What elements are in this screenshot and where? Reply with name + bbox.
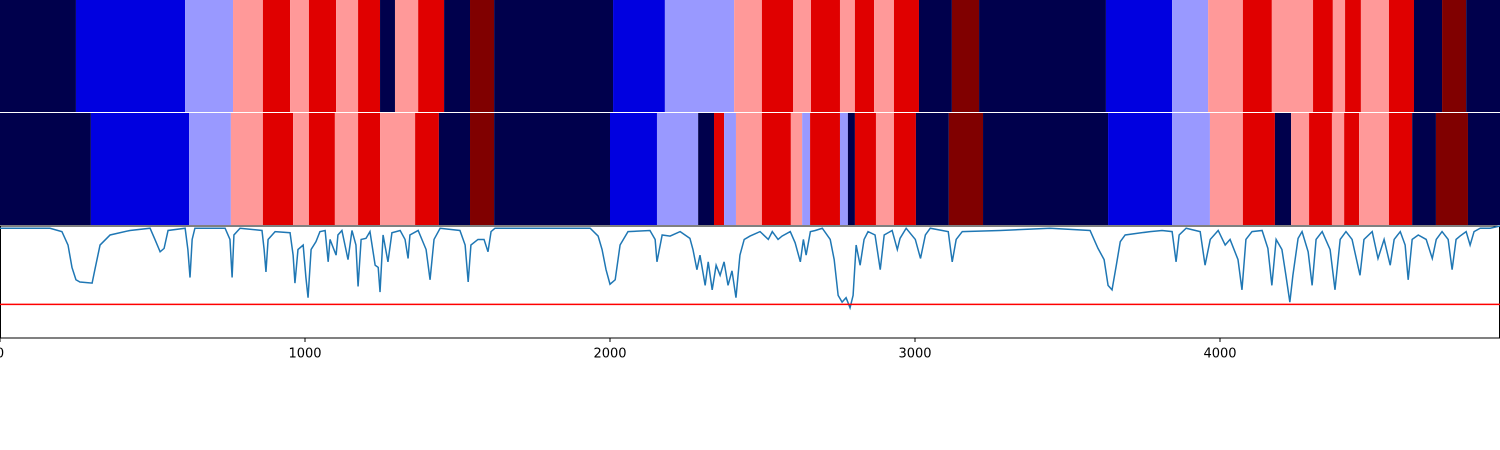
segment [233,0,263,112]
segment [1435,113,1468,225]
segment [735,113,762,225]
segment [438,113,471,225]
segment [854,113,876,225]
segment [1105,0,1173,112]
line-panel [0,225,1500,339]
segment [802,113,811,225]
segment [951,0,980,112]
segment [0,113,91,225]
segment [656,113,699,225]
segment [1172,0,1209,112]
segment [793,0,812,112]
segment [915,113,949,225]
segment [75,0,186,112]
segment [185,0,234,112]
segment [336,0,359,112]
segment [470,0,495,112]
segment [1359,113,1389,225]
segment [893,0,919,112]
segment [394,0,419,112]
segment [761,113,791,225]
segment [1466,0,1500,112]
segment [1172,113,1210,225]
segment [1442,0,1467,112]
x-tick-label: 1000 [288,347,321,362]
segment [1242,113,1275,225]
segment [358,0,381,112]
segment [918,0,952,112]
segment [334,113,359,225]
segment [1360,0,1389,112]
segment [1345,0,1361,112]
segment [1309,113,1332,225]
segment [1388,113,1413,225]
segment [714,113,725,225]
segment [262,0,291,112]
x-tick-label: 0 [0,347,4,362]
segment [470,113,495,225]
segment [1467,113,1500,225]
segment [494,113,611,225]
segment [1274,113,1292,225]
segment [1108,113,1173,225]
segment [1291,113,1310,225]
segment [724,113,736,225]
segment [1271,0,1314,112]
x-tick-label: 2000 [593,347,626,362]
segment [418,0,445,112]
segment [293,113,309,225]
segment [664,0,735,112]
segment [854,0,875,112]
segment [761,0,794,112]
segment [811,0,840,112]
segment [1332,0,1346,112]
segment [698,113,715,225]
segment [847,113,855,225]
segment [810,113,840,225]
segment [610,113,657,225]
segment [839,0,855,112]
segment [839,113,848,225]
segment [358,113,381,225]
segment [90,113,190,225]
segment [790,113,803,225]
segment [1413,0,1443,112]
segment [380,0,395,112]
x-tick-label: 4000 [1203,347,1236,362]
segment [1344,113,1360,225]
segment [380,113,416,225]
segment [290,0,309,112]
segment [893,113,916,225]
segment [874,0,894,112]
segment [230,113,263,225]
segment [1208,0,1243,112]
segment [979,0,1106,112]
segment [262,113,294,225]
confidence-line [0,225,1500,311]
segment [983,113,1109,225]
segment [1313,0,1333,112]
segment [494,0,614,112]
segment [875,113,894,225]
segment [415,113,439,225]
segment [613,0,665,112]
segment [1412,113,1436,225]
segment [308,113,335,225]
segment [189,113,231,225]
segment [1209,113,1243,225]
segment [1331,113,1345,225]
segment [0,0,76,112]
segment [444,0,471,112]
segment [308,0,337,112]
segment [734,0,762,112]
segment [948,113,984,225]
x-tick-label: 3000 [898,347,931,362]
segment [1388,0,1414,112]
segment [1242,0,1272,112]
